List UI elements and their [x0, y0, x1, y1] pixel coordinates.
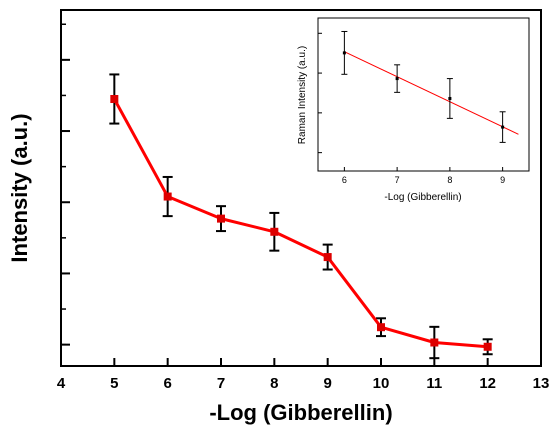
main-x-axis-title: -Log (Gibberellin) — [209, 400, 392, 425]
inset-x-tick-label: 7 — [395, 175, 400, 185]
inset-data-point — [501, 125, 505, 129]
inset-data-point — [342, 51, 346, 55]
main-data-point — [110, 95, 119, 103]
main-x-tick-label: 8 — [270, 375, 278, 392]
inset-fit-line — [344, 51, 519, 135]
inset-x-ticks: 6 7 8 9 — [342, 167, 505, 185]
main-x-tick-label: 9 — [323, 375, 331, 392]
main-data-point — [483, 342, 492, 351]
main-x-tick-label: 10 — [373, 375, 390, 392]
inset-y-axis-title: Raman Intensity (a.u.) — [297, 46, 308, 144]
main-x-tick-label: 5 — [110, 375, 118, 392]
main-x-tick-label: 11 — [426, 375, 442, 392]
main-data-point — [270, 227, 279, 236]
main-x-tick-label: 4 — [57, 375, 66, 392]
inset-x-tick-label: 6 — [342, 175, 347, 185]
main-x-tick-label: 12 — [479, 375, 496, 392]
inset-x-axis-title: -Log (Gibberellin) — [384, 192, 461, 203]
main-data-point — [377, 323, 385, 332]
main-plot-frame — [60, 9, 542, 367]
main-data-point — [430, 338, 439, 347]
main-y-axis-title: Intensity (a.u.) — [7, 113, 32, 262]
main-x-ticks: 4 5 6 7 8 9 10 11 12 13 — [57, 358, 550, 392]
inset-markers — [342, 51, 505, 129]
inset-data-point — [395, 77, 399, 81]
inset-plot-frame — [317, 17, 530, 172]
main-x-tick-label: 6 — [163, 375, 171, 392]
main-x-tick-label: 13 — [533, 375, 550, 392]
main-series-line — [113, 98, 488, 349]
inset-x-tick-label: 9 — [500, 175, 505, 185]
inset-data-point — [448, 96, 452, 100]
inset-background — [290, 14, 534, 215]
inset-y-ticks — [318, 32, 322, 154]
main-markers — [110, 95, 492, 351]
main-data-point — [217, 214, 225, 223]
main-data-point — [163, 192, 172, 201]
inset-x-tick-label: 8 — [447, 175, 452, 185]
main-y-ticks — [61, 23, 70, 346]
main-data-point — [323, 253, 332, 262]
main-x-tick-label: 7 — [217, 375, 225, 392]
